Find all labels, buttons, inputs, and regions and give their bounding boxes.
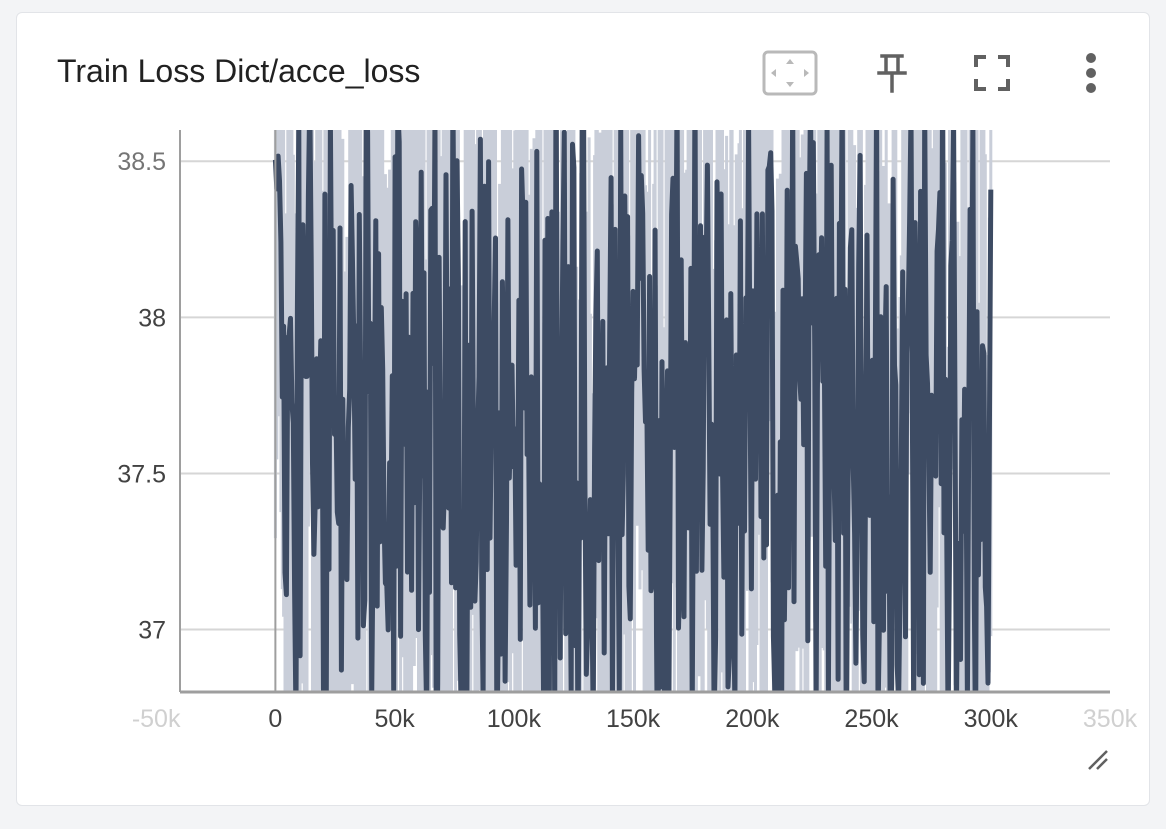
more-options-button[interactable] xyxy=(1063,49,1119,97)
x-tick-label-1: 0 xyxy=(268,705,282,733)
x-tick-label-4: 150k xyxy=(606,705,661,733)
series-line xyxy=(272,130,994,692)
y-tick-label-0: 37 xyxy=(138,617,166,645)
smoothed-series xyxy=(272,130,994,692)
resize-handle-icon xyxy=(1085,747,1109,771)
fullscreen-icon xyxy=(974,55,1010,91)
axes xyxy=(179,130,1110,694)
more-vert-icon xyxy=(1084,52,1098,94)
x-tick-label-0: -50k xyxy=(132,705,181,733)
x-tick-label-3: 100k xyxy=(487,705,542,733)
x-tick-label-7: 300k xyxy=(964,705,1019,733)
pin-button[interactable] xyxy=(864,49,920,97)
card-title: Train Loss Dict/acce_loss xyxy=(57,53,421,89)
y-tick-label-2: 38 xyxy=(138,304,166,332)
x-tick-label-5: 200k xyxy=(725,705,780,733)
fit-to-data-button[interactable] xyxy=(762,49,818,97)
x-tick-labels: -50k 0 50k 100k 150k 200k 250k 300k 350k xyxy=(132,705,1138,733)
y-tick-label-3: 38.5 xyxy=(117,148,166,176)
y-tick-labels: 37 37.5 38 38.5 xyxy=(117,148,166,644)
fullscreen-button[interactable] xyxy=(964,49,1020,97)
x-tick-label-2: 50k xyxy=(374,705,415,733)
x-tick-label-8: 350k xyxy=(1083,705,1138,733)
resize-handle[interactable] xyxy=(1077,739,1117,779)
fit-to-data-icon xyxy=(762,50,818,96)
y-tick-label-1: 37.5 xyxy=(117,460,166,488)
pin-icon xyxy=(876,53,908,93)
x-tick-label-6: 250k xyxy=(844,705,899,733)
